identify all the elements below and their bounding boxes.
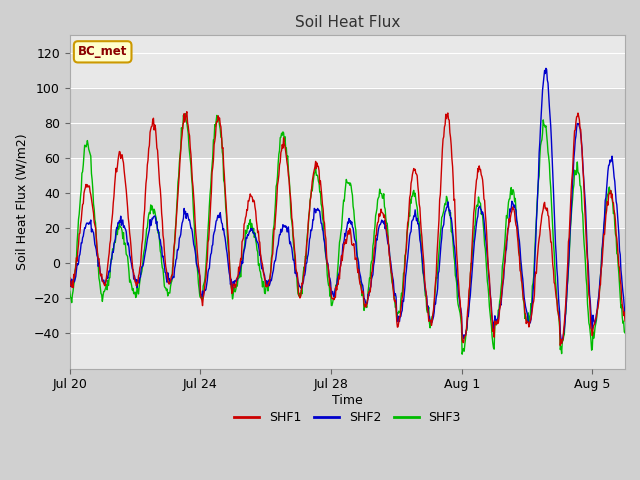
X-axis label: Time: Time [332,394,363,407]
Legend: SHF1, SHF2, SHF3: SHF1, SHF2, SHF3 [228,406,466,429]
Text: BC_met: BC_met [78,45,127,59]
Y-axis label: Soil Heat Flux (W/m2): Soil Heat Flux (W/m2) [15,133,28,270]
Bar [70,228,625,299]
Title: Soil Heat Flux: Soil Heat Flux [294,15,400,30]
Bar [70,88,625,158]
